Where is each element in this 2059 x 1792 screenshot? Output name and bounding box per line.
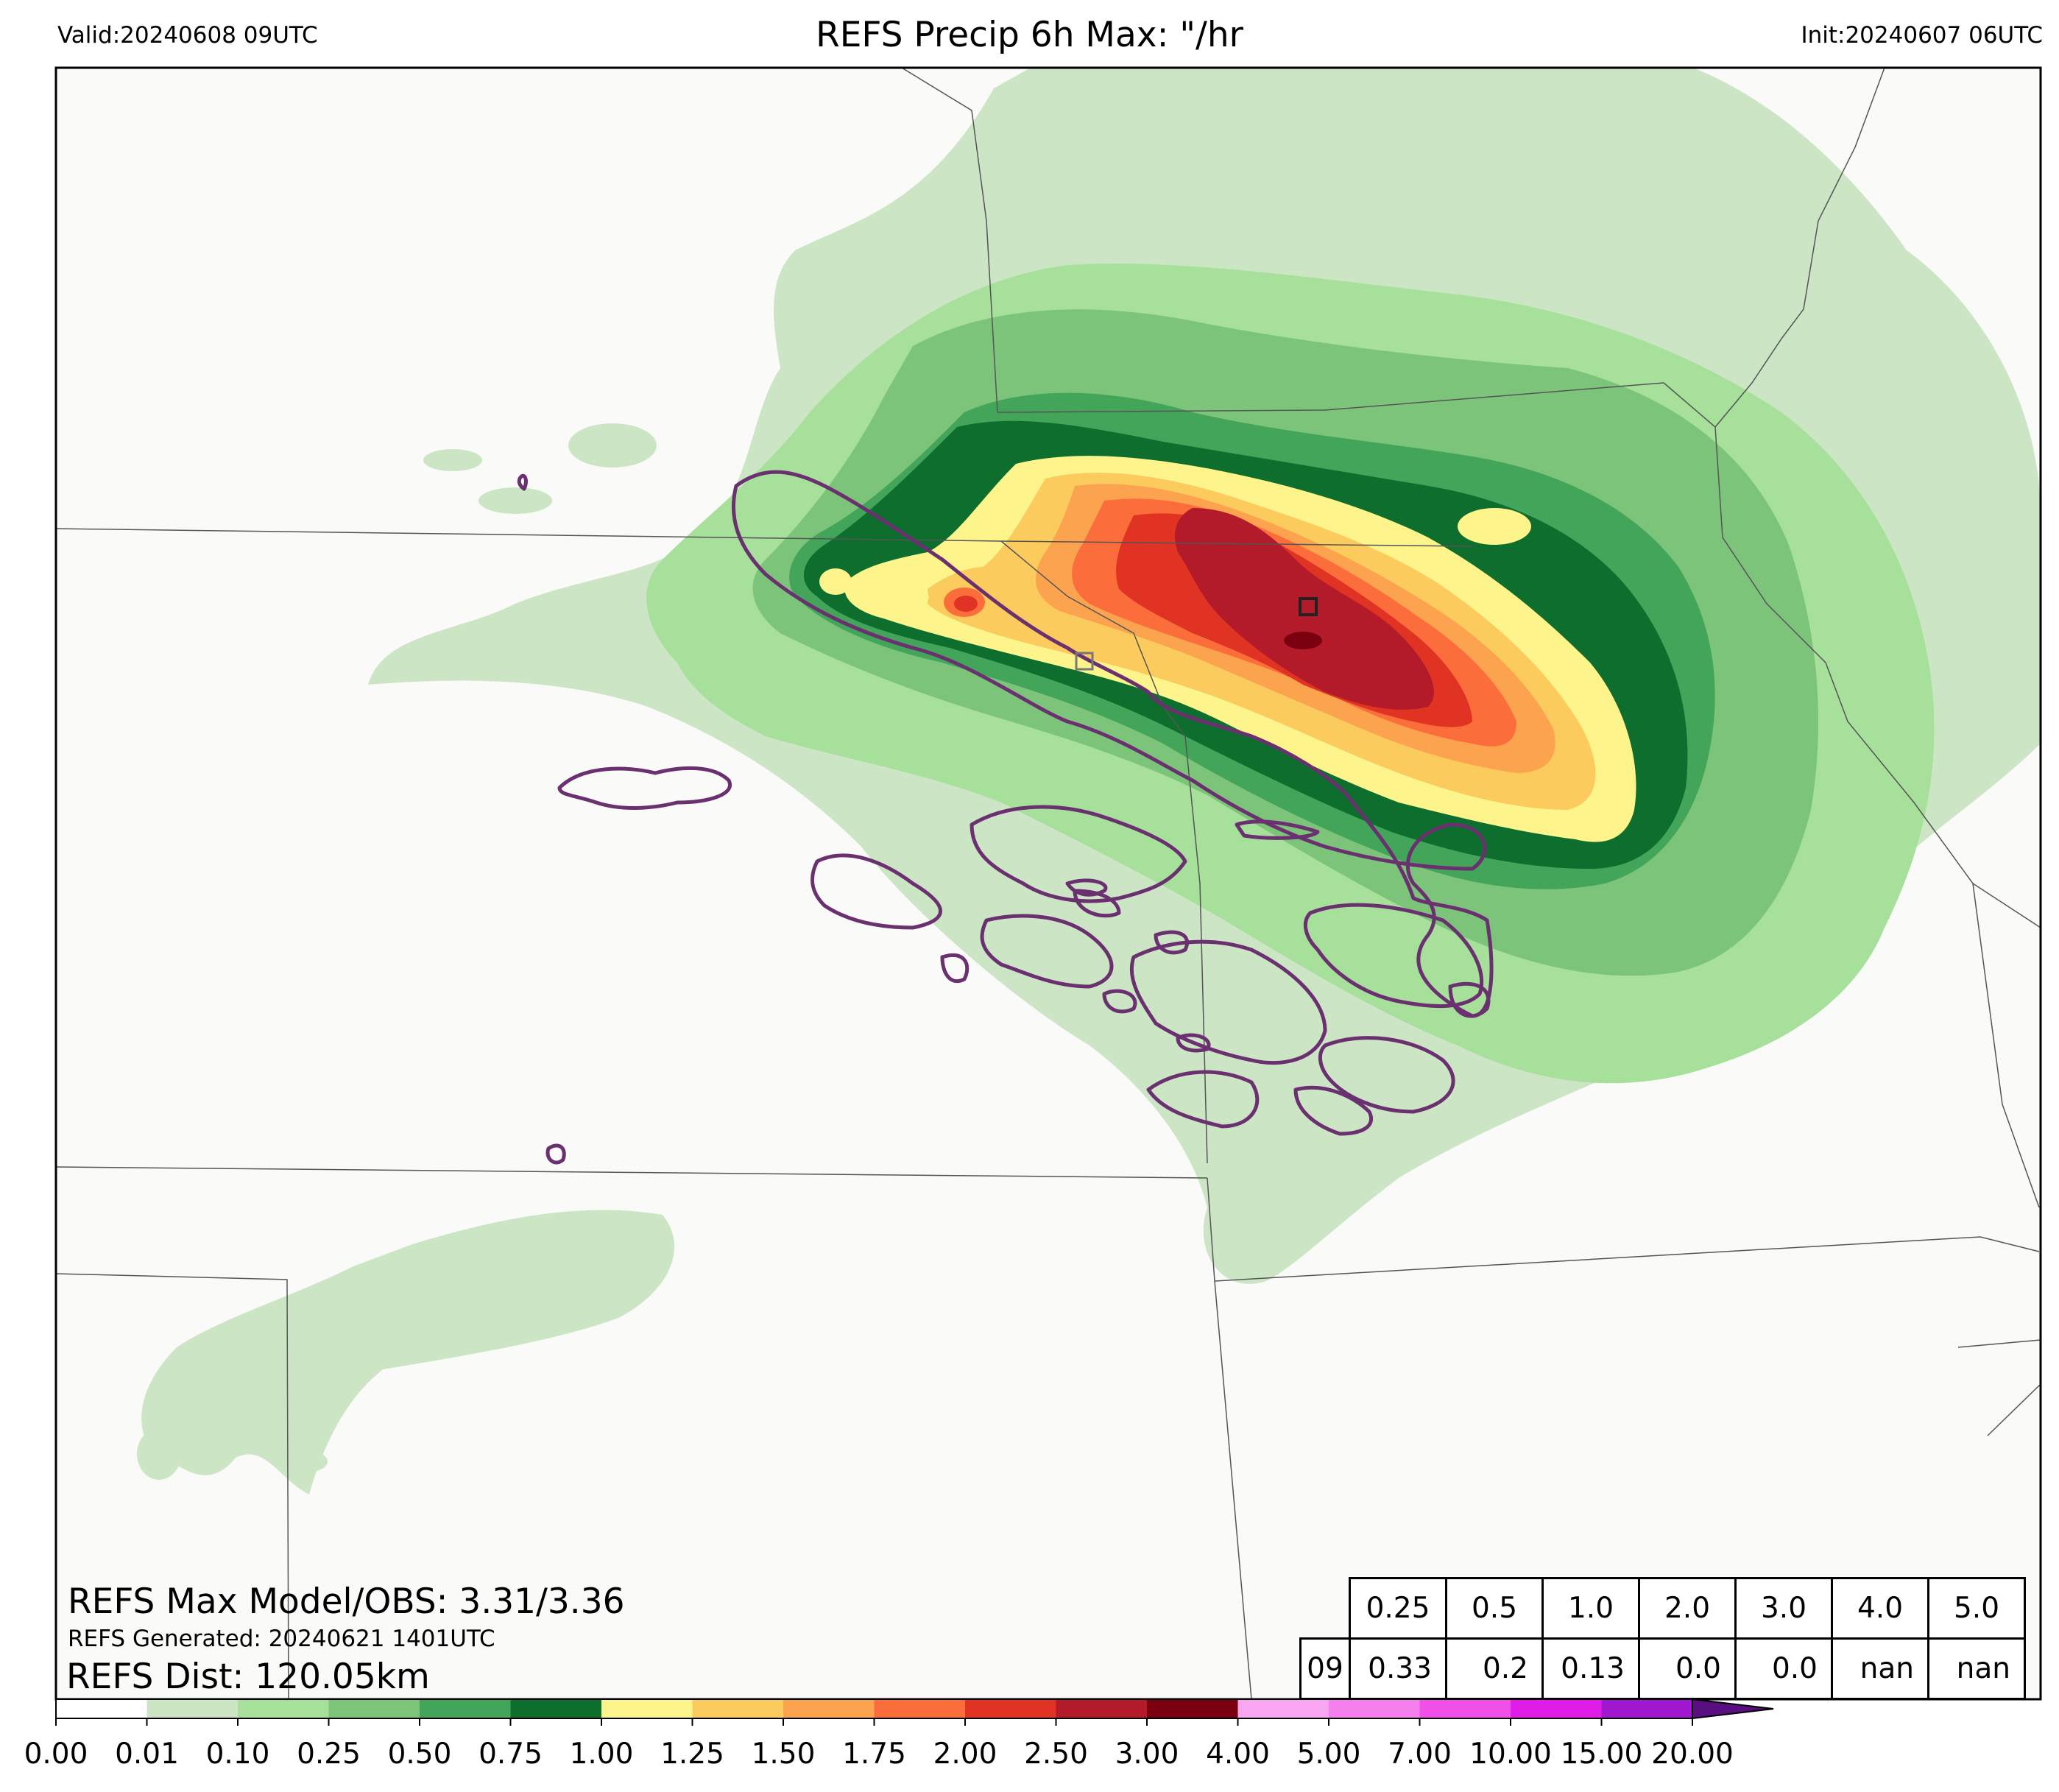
colorbar-segment	[1601, 1699, 1693, 1718]
colorbar-tick-label: 0.50	[387, 1738, 452, 1771]
colorbar-tick-label: 1.25	[660, 1738, 724, 1771]
colorbar-tick-label: 7.00	[1388, 1738, 1452, 1771]
stats-value-cell: 0.2	[1445, 1637, 1544, 1700]
colorbar-segment	[1056, 1699, 1148, 1718]
colorbar-tick-label: 4.00	[1206, 1738, 1270, 1771]
colorbar-segment	[965, 1699, 1056, 1718]
boundary-line	[1957, 1339, 2041, 1348]
stats-value-cell: nan	[1927, 1637, 2026, 1700]
colorbar-segment	[1511, 1699, 1602, 1718]
generated-label: REFS Generated: 20240621 1401UTC	[68, 1626, 495, 1652]
model-max-marker	[1299, 597, 1318, 616]
colorbar-tick-label: 1.50	[751, 1738, 816, 1771]
colorbar-tick-label: 0.00	[24, 1738, 88, 1771]
colorbar-segment	[1237, 1699, 1329, 1718]
stats-threshold-cell: 4.0	[1831, 1577, 1929, 1640]
boundary-line	[1214, 1236, 2040, 1282]
stats-value-cell: 0.13	[1541, 1637, 1640, 1700]
stats-value-cell: nan	[1831, 1637, 1929, 1700]
stats-threshold-cell: 0.25	[1349, 1577, 1447, 1640]
colorbar-segment	[601, 1699, 693, 1718]
colorbar-tick-label: 2.50	[1024, 1738, 1088, 1771]
threshold-stats-table: 09 0.25 0.5 1.0 2.0 3.0 4.0 5.0 0.33 0.2 0.13 0.0 0.…	[1299, 1577, 2041, 1702]
boundary-line	[1987, 1383, 2041, 1436]
colorbar-tick-label: 1.00	[569, 1738, 634, 1771]
colorbar-tick-label: 0.75	[478, 1738, 543, 1771]
colorbar-tick-label: 5.00	[1296, 1738, 1361, 1771]
colorbar-tick-label: 1.75	[842, 1738, 906, 1771]
precip-field	[137, 68, 2041, 1495]
colorbar-extend-arrow	[1692, 1698, 1774, 1720]
boundary-line	[55, 1166, 1208, 1179]
precip-band-0.01	[141, 1210, 675, 1495]
colorbar-segment	[1419, 1699, 1511, 1718]
stats-value-cell: 0.0	[1734, 1637, 1833, 1700]
colorbar-tick-label: 3.00	[1115, 1738, 1179, 1771]
stats-threshold-cell: 2.0	[1638, 1577, 1737, 1640]
obs-contour	[517, 470, 1494, 1165]
colorbar-segment	[783, 1699, 875, 1718]
colorbar-tick-label: 0.25	[297, 1738, 361, 1771]
valid-time-label: Valid:20240608 09UTC	[57, 22, 318, 49]
map-title: REFS Precip 6h Max: "/hr	[816, 15, 1243, 55]
stats-value-cell: 0.33	[1349, 1637, 1447, 1700]
stats-value-cell: 0.0	[1638, 1637, 1737, 1700]
state-boundaries	[55, 67, 2041, 1700]
colorbar	[55, 1698, 1774, 1726]
max-model-obs-label: REFS Max Model/OBS: 3.31/3.36	[68, 1581, 625, 1622]
colorbar-segment	[874, 1699, 966, 1718]
colorbar-segment	[146, 1699, 239, 1718]
colorbar-segment	[1329, 1699, 1420, 1718]
colorbar-segment	[56, 1699, 147, 1718]
stats-row-label: 09	[1299, 1637, 1351, 1700]
colorbar-tick-label: 0.10	[205, 1738, 270, 1771]
colorbar-tick-label: 0.01	[115, 1738, 179, 1771]
colorbar-segment	[328, 1699, 420, 1718]
stats-threshold-cell: 3.0	[1734, 1577, 1833, 1640]
colorbar-segment	[510, 1699, 602, 1718]
colorbar-segment	[692, 1699, 784, 1718]
stats-threshold-cell: 5.0	[1927, 1577, 2026, 1640]
boundary-line	[1972, 883, 2040, 1208]
colorbar-tick-label: 2.00	[933, 1738, 997, 1771]
stats-threshold-cell: 1.0	[1541, 1577, 1640, 1640]
boundary-line	[1663, 382, 2041, 928]
colorbar-tick-label: 15.00	[1560, 1738, 1643, 1771]
precip-band-2.50	[1175, 508, 1434, 710]
colorbar-segment	[1147, 1699, 1238, 1718]
colorbar-tick-label: 10.00	[1469, 1738, 1552, 1771]
distance-label: REFS Dist: 120.05km	[66, 1657, 430, 1697]
stats-threshold-cell: 0.5	[1445, 1577, 1544, 1640]
precip-band-3.00	[1284, 632, 1322, 649]
colorbar-tick-labels: 0.00 0.01 0.10 0.25 0.50 0.75 1.00 1.25 1.50 1.75…	[0, 1738, 2059, 1782]
obs-max-marker	[1075, 652, 1094, 671]
boundary-line	[1714, 67, 1885, 428]
boundary-line	[901, 67, 998, 413]
init-time-label: Init:20240607 06UTC	[1801, 22, 2043, 49]
colorbar-segment	[420, 1699, 511, 1718]
boundary-line	[55, 1273, 289, 1700]
colorbar-segment	[238, 1699, 329, 1718]
colorbar-tick-label: 20.00	[1651, 1738, 1734, 1771]
boundary-line	[997, 382, 1664, 413]
